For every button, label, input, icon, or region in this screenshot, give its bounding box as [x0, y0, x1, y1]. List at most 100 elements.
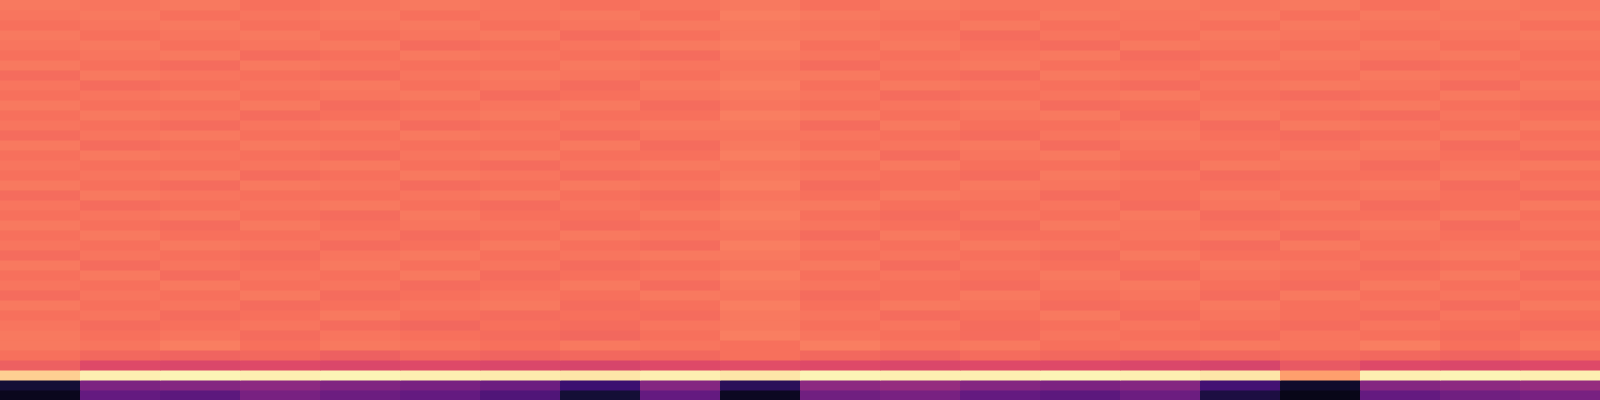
cell [1120, 350, 1201, 361]
cell [1360, 120, 1441, 131]
cell [240, 240, 321, 251]
cell [880, 330, 961, 341]
cell [240, 300, 321, 311]
cell [480, 90, 561, 101]
cell [1440, 70, 1521, 81]
cell [80, 120, 161, 131]
cell [0, 100, 81, 111]
cell [1200, 370, 1281, 381]
cell [80, 60, 161, 71]
cell [1520, 80, 1600, 91]
cell [1040, 60, 1121, 71]
cell [640, 190, 721, 201]
cell [880, 300, 961, 311]
cell [800, 320, 881, 331]
cell [1120, 220, 1201, 231]
cell [320, 120, 401, 131]
cell [1440, 180, 1521, 191]
cell [480, 80, 561, 91]
cell [720, 350, 801, 361]
cell [1280, 10, 1361, 21]
cell [1440, 170, 1521, 181]
cell [720, 260, 801, 271]
cell [160, 100, 241, 111]
cell [1360, 250, 1441, 261]
cell [320, 110, 401, 121]
cell [240, 390, 321, 400]
cell [1200, 350, 1281, 361]
cell [1360, 60, 1441, 71]
cell [480, 170, 561, 181]
cell [960, 370, 1041, 381]
cell [480, 240, 561, 251]
cell [400, 20, 481, 31]
cell [560, 250, 641, 261]
cell [1040, 200, 1121, 211]
cell [1040, 10, 1121, 21]
cell [640, 110, 721, 121]
cell [800, 60, 881, 71]
cell [240, 150, 321, 161]
cell [160, 120, 241, 131]
cell [320, 210, 401, 221]
cell [160, 50, 241, 61]
cell [720, 200, 801, 211]
cell [720, 210, 801, 221]
cell [400, 190, 481, 201]
cell [0, 150, 81, 161]
cell [960, 90, 1041, 101]
cell [640, 250, 721, 261]
cell [80, 170, 161, 181]
cell [880, 30, 961, 41]
cell [0, 300, 81, 311]
cell [320, 130, 401, 141]
cell [720, 180, 801, 191]
cell [1520, 110, 1600, 121]
cell [1520, 50, 1600, 61]
cell [960, 20, 1041, 31]
cell [960, 360, 1041, 371]
cell [960, 50, 1041, 61]
cell [0, 210, 81, 221]
cell [400, 50, 481, 61]
cell [560, 170, 641, 181]
cell [1520, 70, 1600, 81]
cell [1040, 120, 1121, 131]
cell [0, 130, 81, 141]
cell [1040, 180, 1121, 191]
cell [800, 30, 881, 41]
cell [400, 380, 481, 391]
cell [1440, 30, 1521, 41]
cell [160, 380, 241, 391]
cell [1040, 360, 1121, 371]
cell [1520, 160, 1600, 171]
cell [0, 200, 81, 211]
cell [1040, 390, 1121, 400]
cell [800, 110, 881, 121]
cell [240, 360, 321, 371]
cell [1440, 200, 1521, 211]
cell [800, 200, 881, 211]
cell [960, 230, 1041, 241]
cell [880, 20, 961, 31]
cell [1520, 320, 1600, 331]
cell [80, 30, 161, 41]
cell [640, 30, 721, 41]
cell [80, 180, 161, 191]
cell [240, 280, 321, 291]
cell [480, 200, 561, 211]
cell [1040, 240, 1121, 251]
cell [160, 300, 241, 311]
cell [880, 370, 961, 381]
cell [1360, 80, 1441, 91]
cell [1280, 50, 1361, 61]
cell [160, 60, 241, 71]
cell [720, 10, 801, 21]
cell [1280, 380, 1361, 391]
cell [800, 140, 881, 151]
cell [1520, 10, 1600, 21]
cell [80, 370, 161, 381]
cell [480, 370, 561, 381]
cell [960, 350, 1041, 361]
cell [480, 360, 561, 371]
